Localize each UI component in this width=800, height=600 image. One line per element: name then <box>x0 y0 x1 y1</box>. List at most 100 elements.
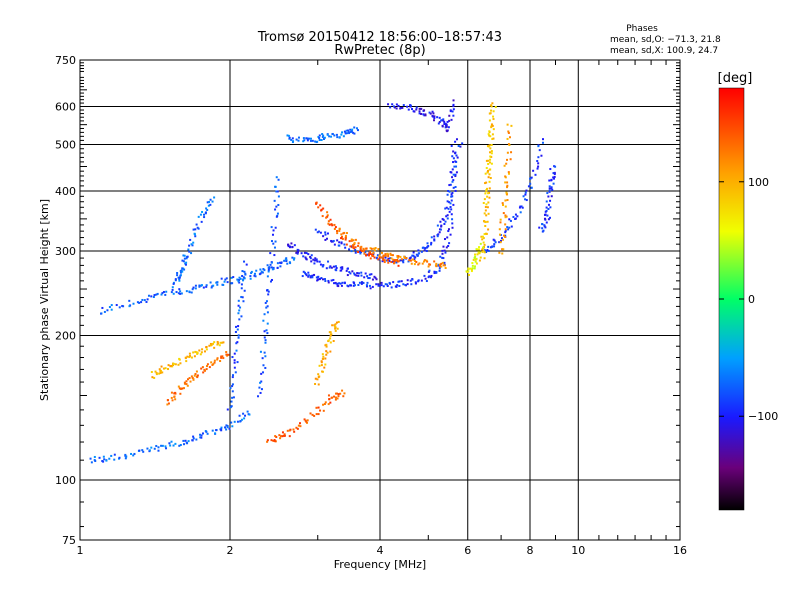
data-point <box>423 249 426 252</box>
data-point <box>371 254 374 257</box>
data-point <box>305 274 308 277</box>
data-point <box>317 413 320 416</box>
data-point <box>94 460 97 463</box>
data-point <box>387 103 390 106</box>
data-point <box>493 243 496 246</box>
data-point <box>238 414 241 417</box>
data-point <box>442 218 445 221</box>
data-point <box>266 264 269 267</box>
data-point <box>333 324 336 327</box>
data-point <box>302 255 305 258</box>
data-point <box>174 363 177 366</box>
y-tick-label: 300 <box>55 245 76 258</box>
data-point <box>494 106 497 109</box>
data-point <box>219 360 222 363</box>
data-point <box>293 244 296 247</box>
data-point <box>441 249 444 252</box>
data-point <box>205 207 208 210</box>
data-point <box>552 182 555 185</box>
data-point <box>524 193 527 196</box>
data-point <box>426 260 429 263</box>
data-point <box>418 262 421 265</box>
data-point <box>446 120 449 123</box>
data-point <box>349 245 352 248</box>
data-point <box>488 144 491 147</box>
data-point <box>299 422 302 425</box>
data-point <box>118 456 121 459</box>
data-point <box>310 254 313 257</box>
data-point <box>338 136 341 139</box>
data-point <box>490 109 493 112</box>
data-point <box>244 414 247 417</box>
data-point <box>155 293 158 296</box>
data-point <box>490 152 493 155</box>
data-point <box>451 168 454 171</box>
data-point <box>306 139 309 142</box>
data-point <box>491 138 494 141</box>
data-point <box>326 133 329 136</box>
data-point <box>323 136 326 139</box>
data-point <box>470 268 473 271</box>
chart-subtitle: RwPretec (8p) <box>334 43 425 58</box>
data-point <box>243 260 246 263</box>
data-point <box>101 306 104 309</box>
data-point <box>420 279 423 282</box>
data-point <box>371 253 374 256</box>
data-point <box>426 242 429 245</box>
data-point <box>273 254 276 257</box>
data-point <box>273 439 276 442</box>
data-point <box>213 361 216 364</box>
data-point <box>216 340 219 343</box>
data-point <box>201 432 204 435</box>
data-point <box>178 276 181 279</box>
data-point <box>279 265 282 268</box>
data-point <box>348 271 351 274</box>
data-point <box>183 443 186 446</box>
data-point <box>202 286 205 289</box>
plot-frame <box>79 59 681 541</box>
data-point <box>412 251 415 254</box>
data-point <box>305 420 308 423</box>
data-point <box>445 206 448 209</box>
data-point <box>322 355 325 358</box>
data-point <box>423 109 426 112</box>
data-point <box>225 424 228 427</box>
data-point <box>507 143 510 146</box>
data-point <box>431 115 434 118</box>
data-point <box>519 205 522 208</box>
colorbar-tick-label: 0 <box>748 293 755 306</box>
data-point <box>378 254 381 257</box>
data-point <box>271 233 274 236</box>
data-point <box>399 255 402 258</box>
data-point <box>484 182 487 185</box>
data-point <box>214 432 217 435</box>
data-point <box>375 283 378 286</box>
data-point <box>208 200 211 203</box>
data-point <box>357 242 360 245</box>
data-point <box>296 252 299 255</box>
data-point <box>233 420 236 423</box>
data-point <box>267 290 270 293</box>
data-point <box>122 305 125 308</box>
data-point <box>498 241 501 244</box>
data-point <box>184 356 187 359</box>
data-point <box>365 254 368 257</box>
data-point <box>187 378 190 381</box>
data-point <box>308 137 311 140</box>
data-point <box>89 457 92 460</box>
data-point <box>161 444 164 447</box>
data-point <box>443 120 446 123</box>
data-point <box>447 228 450 231</box>
data-point <box>504 205 507 208</box>
data-point <box>166 403 169 406</box>
data-point <box>301 275 304 278</box>
data-point <box>321 278 324 281</box>
data-point <box>326 215 329 218</box>
data-point <box>330 223 333 226</box>
data-point <box>449 233 452 236</box>
data-point <box>485 181 488 184</box>
data-point <box>548 189 551 192</box>
data-point <box>309 257 312 260</box>
data-point <box>190 356 193 359</box>
data-point <box>489 176 492 179</box>
